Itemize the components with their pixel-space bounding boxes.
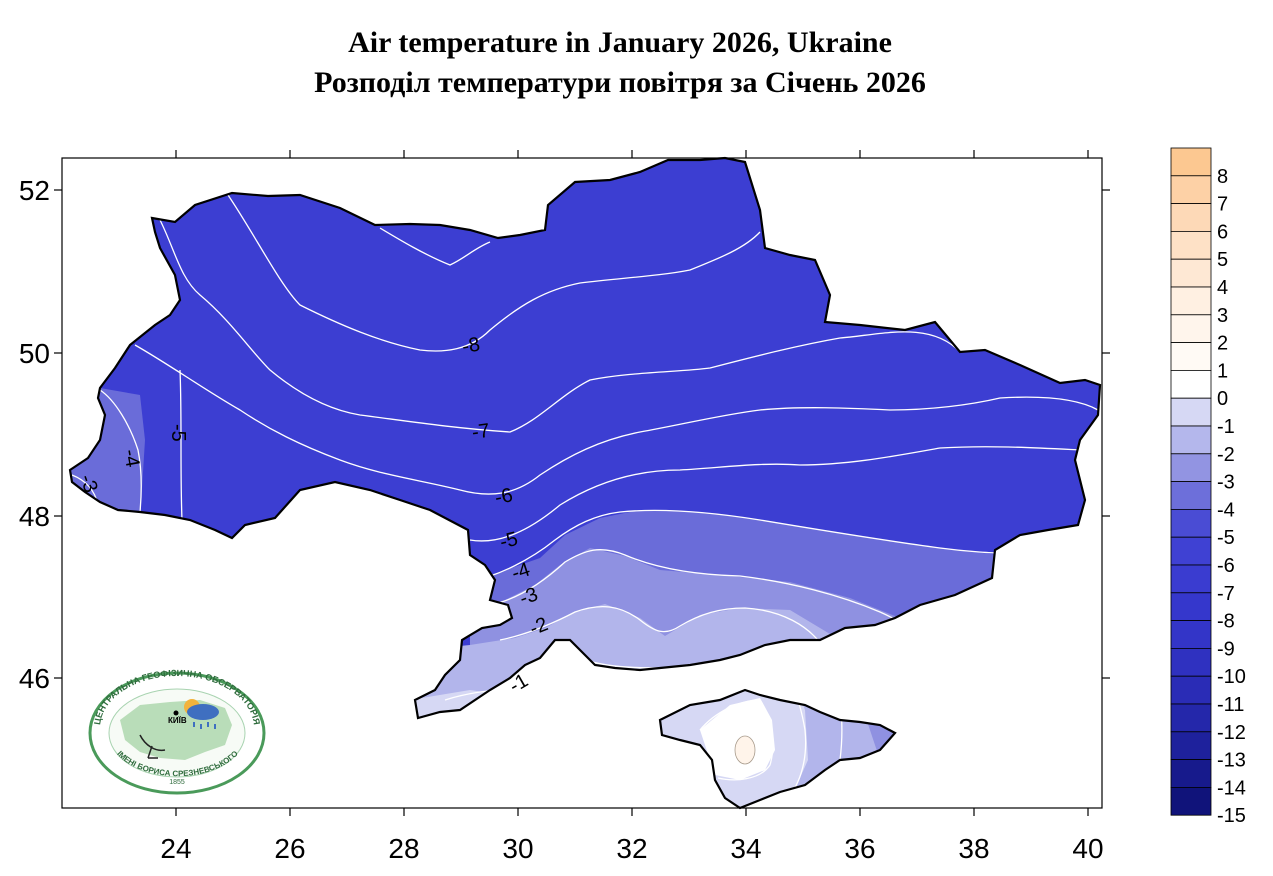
map-title-ukrainian: Розподіл температури повітря за Січень 2… [314,66,926,99]
legend-label: 7 [1217,194,1228,216]
contour-minus8-west [379,227,491,266]
map-title-english: Air temperature in January 2026, Ukraine [348,26,892,59]
fill-level-positive-spot [734,735,756,765]
contour-label: -7 [471,420,492,444]
legend-swatch [1170,314,1212,343]
legend-swatch [1170,147,1212,177]
legend-label: -5 [1217,527,1235,549]
x-tick-label: 38 [958,833,989,864]
legend-label: 1 [1217,360,1228,382]
y-tick-label: 46 [19,663,50,694]
legend-label: -4 [1217,499,1235,521]
logo-city: КИЇВ [168,716,187,725]
legend-swatch [1170,342,1212,371]
legend-swatch [1170,648,1212,677]
legend-swatch [1170,453,1212,482]
fill-level-zero [700,698,775,780]
x-tick-label: 26 [274,833,305,864]
x-tick-label: 28 [388,833,419,864]
kyiv-dot-icon [173,710,179,716]
x-tick-label: 24 [160,833,191,864]
contour-minus3 [489,549,946,661]
contour-minus8 [227,194,761,352]
contour-label: -5 [167,424,189,442]
legend-label: -8 [1217,611,1235,633]
legend-swatch [1170,675,1212,705]
legend-swatch [1170,620,1212,649]
legend-swatch [1170,397,1212,427]
legend-swatch [1170,508,1212,538]
legend-swatch [1170,369,1212,399]
contour-label: -8 [460,333,481,358]
legend-label: -13 [1217,750,1246,772]
x-axis-labels: 24 26 28 30 32 34 36 38 40 [160,833,1103,864]
rain-drops-icon [193,722,216,729]
legend-swatch [1170,286,1212,316]
color-legend: 8 7 6 5 4 3 2 1 0 -1 -2 -3 -4 -5 -6 -7 -8 -9 -10 -11 -12 -13 -… [1170,147,1246,827]
legend-label: 8 [1217,166,1228,188]
contour-minus6 [134,344,1099,495]
contour-minus5 [179,369,183,521]
legend-swatch [1170,258,1212,288]
legend-label: -14 [1217,777,1246,799]
contour-minus7 [159,219,961,433]
legend-swatch [1170,592,1212,621]
legend-swatch [1170,175,1212,205]
contour-label: -4 [509,559,533,585]
legend-label: -3 [1217,472,1235,494]
legend-label: 5 [1217,249,1228,271]
legend-swatch [1170,759,1212,788]
legend-label: -1 [1217,416,1235,438]
x-tick-label: 36 [844,833,875,864]
y-tick-label: 52 [19,175,50,206]
x-tick-label: 40 [1072,833,1103,864]
cloud-icon [187,704,219,720]
legend-label: -15 [1217,805,1246,827]
plot-frame [61,157,1103,809]
legend-label: -12 [1217,722,1246,744]
legend-label: -7 [1217,583,1235,605]
legend-swatch [1170,425,1212,455]
contour-minus4-east [469,509,1001,583]
y-axis-labels: 52 50 48 46 [19,175,50,694]
legend-label: 4 [1217,277,1228,299]
legend-label: -2 [1217,444,1235,466]
legend-swatch [1170,203,1212,232]
observatory-logo: КИЇВ ЦЕНТРАЛЬНА ГЕОФІЗИЧНА ОБСЕРВАТОРІЯ … [88,668,266,795]
legend-swatch [1170,536,1212,566]
contour-minus4-west [99,389,142,513]
satellite-dish-icon [139,734,166,759]
contour-label: -4 [119,448,144,469]
legend-label: 6 [1217,221,1228,243]
legend-swatch [1170,230,1212,260]
contour-minus5-east [469,446,1081,542]
contour-lines [71,194,1099,806]
legend-label: -10 [1217,666,1246,688]
legend-label: 3 [1217,305,1228,327]
legend-swatch [1170,703,1212,733]
legend-swatch [1170,787,1212,816]
contour-label: -5 [498,528,521,554]
legend-label: -11 [1217,694,1244,716]
y-tick-label: 48 [19,501,50,532]
legend-label: 2 [1217,333,1228,355]
legend-swatch [1170,731,1212,760]
legend-swatch [1170,481,1212,510]
legend-label: 0 [1217,388,1228,410]
x-tick-label: 32 [616,833,647,864]
legend-label: -6 [1217,555,1235,577]
legend-label: -9 [1217,638,1235,660]
contour-zero [699,699,774,781]
x-tick-label: 30 [502,833,533,864]
legend-swatch [1170,564,1212,594]
x-tick-label: 34 [730,833,761,864]
axis-ticks [54,150,1110,816]
logo-year: 1855 [169,779,185,786]
contour-label: -6 [493,484,515,509]
y-tick-label: 50 [19,338,50,369]
